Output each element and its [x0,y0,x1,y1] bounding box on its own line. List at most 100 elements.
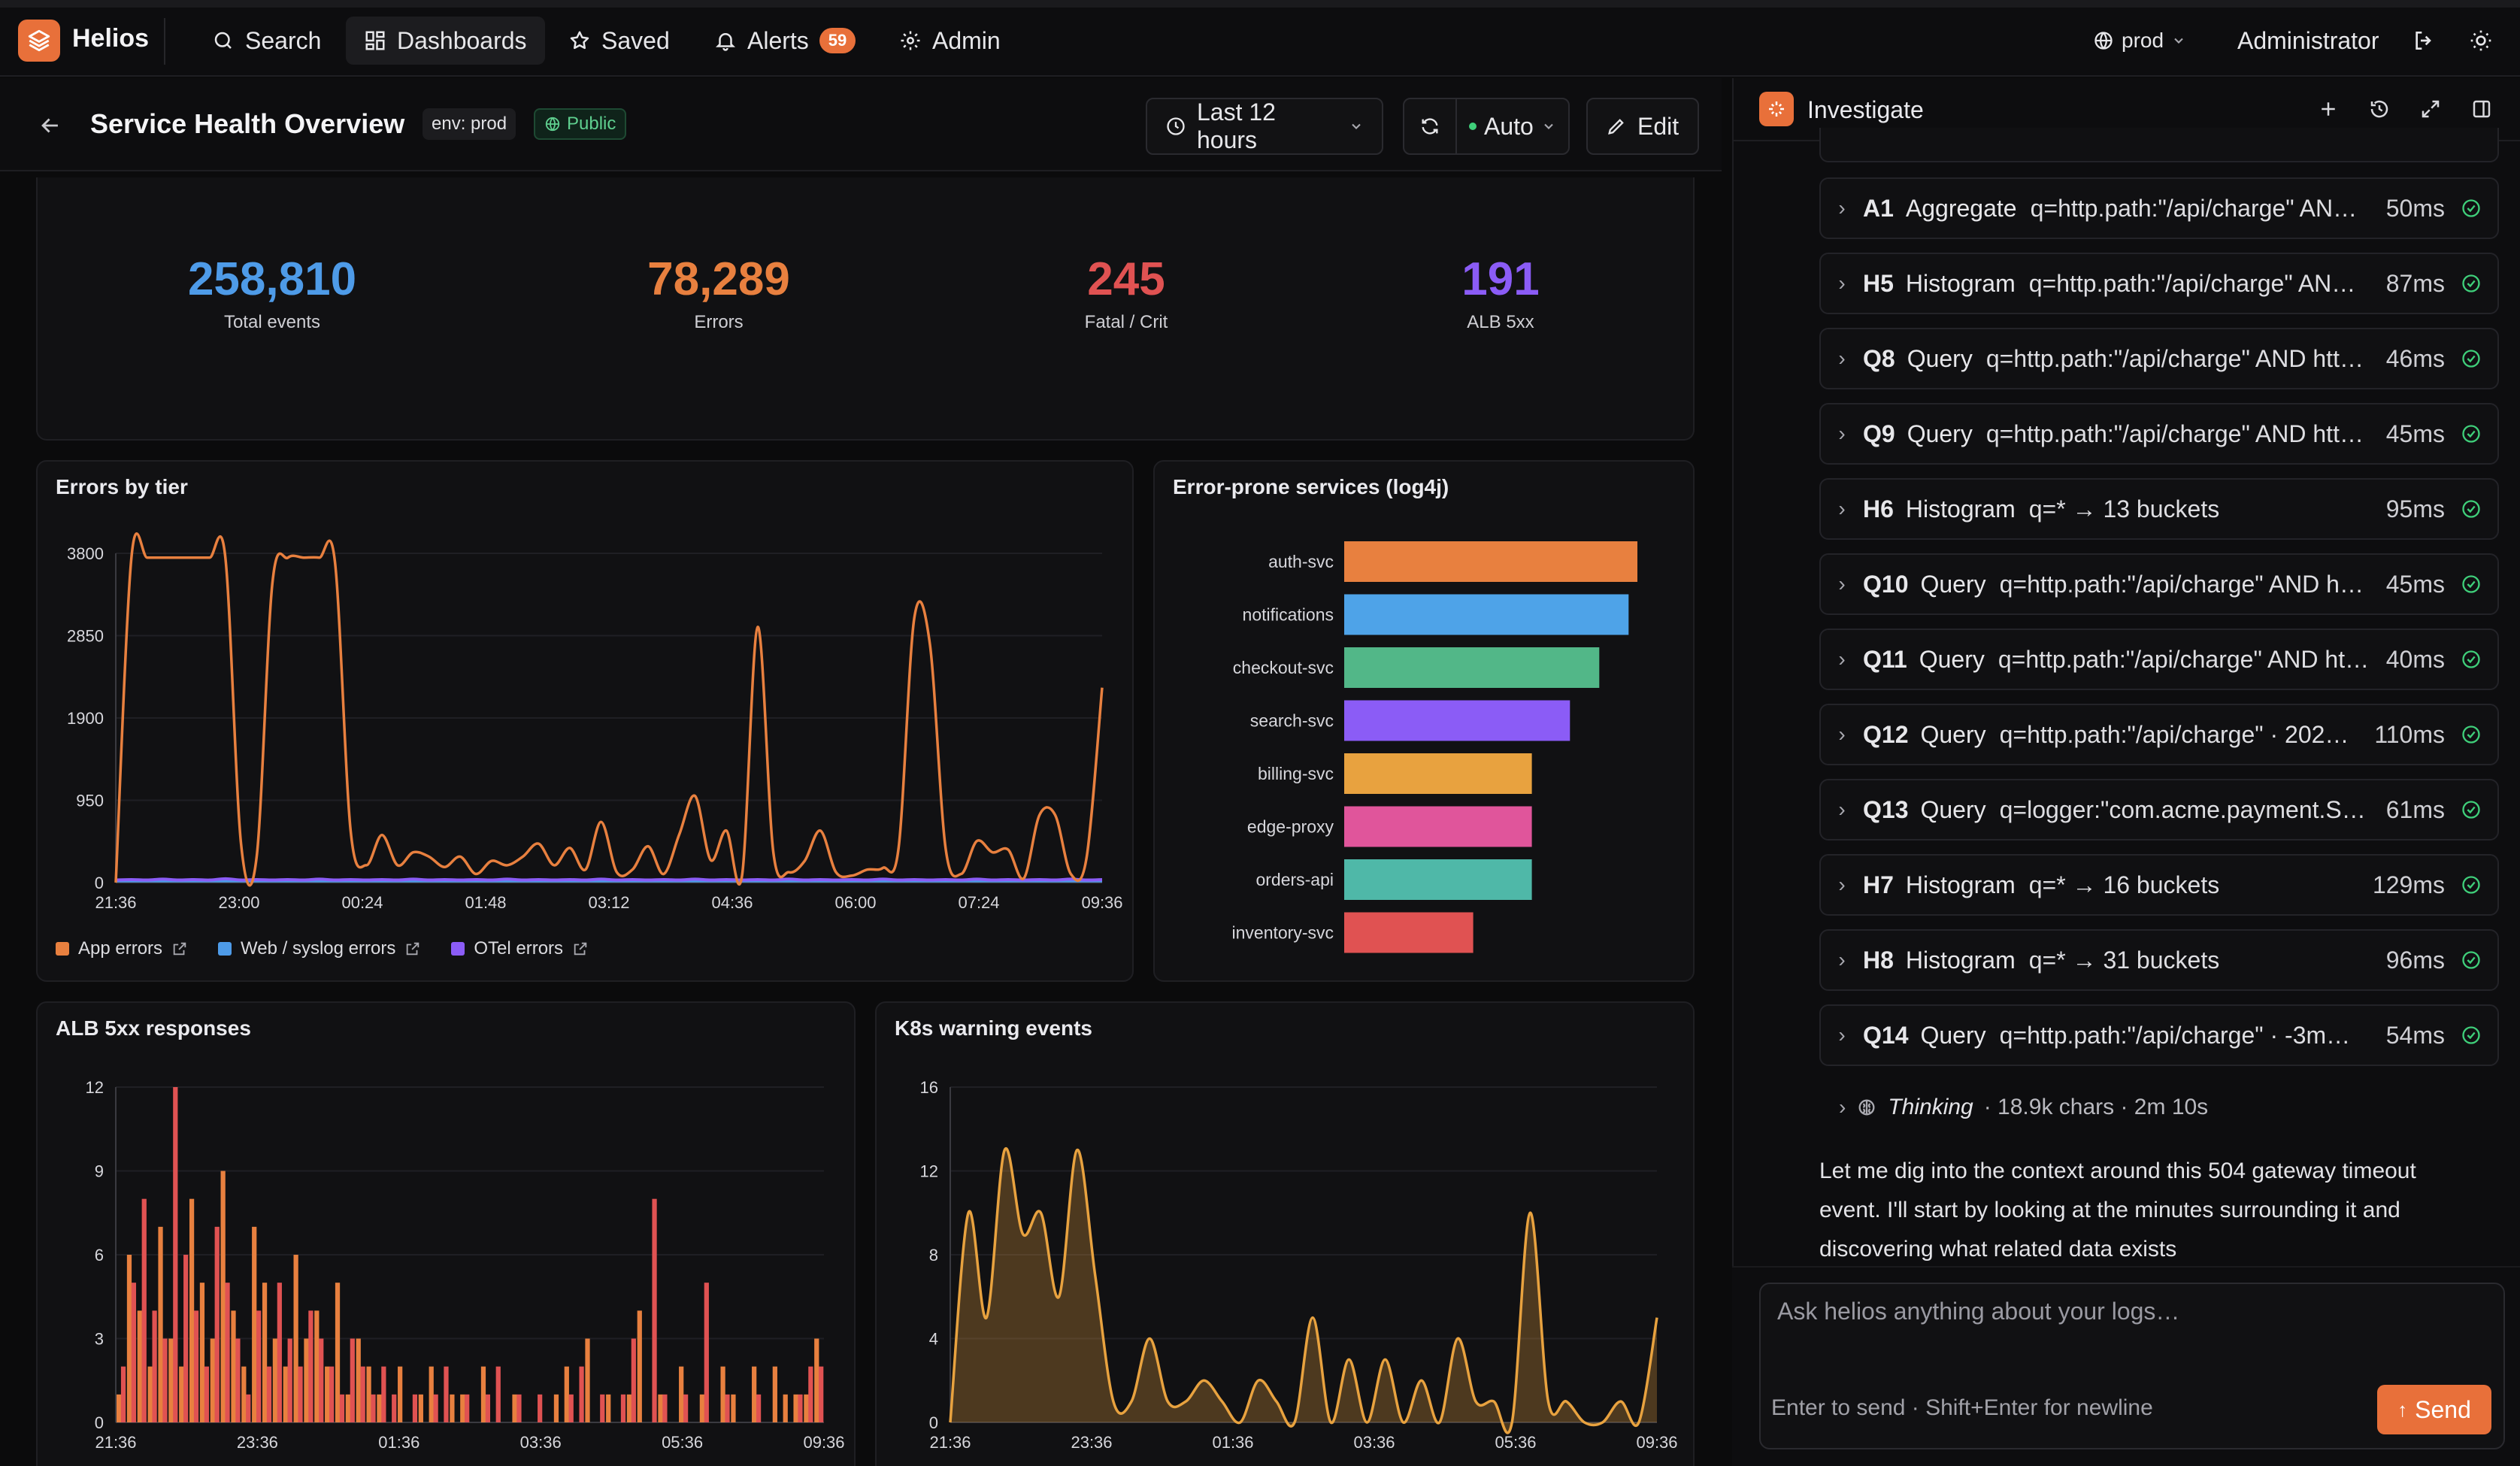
errors-by-tier-legend: App errors Web / syslog errors OTel erro… [56,938,589,959]
investigate-step[interactable]: › Q12 Query q=http.path:"/api/charge" · 202… [1819,704,2499,765]
step-id: Q13 [1863,795,1909,823]
investigate-step[interactable]: › A1 Aggregate q=http.path:"/api/charge" AN… [1819,177,2499,239]
investigate-step-partial[interactable] [1819,128,2499,162]
brand-name[interactable]: Helios [72,24,150,53]
logout-icon[interactable] [2412,29,2436,53]
step-duration: 46ms [2385,344,2445,372]
legend-item-app-errors[interactable]: App errors [56,938,188,959]
bar-inventory-svc [1344,912,1474,953]
bar-red [308,1310,313,1422]
plus-icon[interactable] [2317,98,2340,120]
nav-alerts[interactable]: Alerts 59 [696,17,874,65]
bar-red [381,1366,386,1422]
bar-orange [126,1255,132,1422]
step-id: H6 [1863,495,1894,522]
bar-checkout-svc [1344,647,1600,688]
stat-label: Fatal / Crit [1084,312,1168,332]
bar-orange [772,1366,777,1422]
history-icon[interactable] [2368,98,2391,120]
bar-orange [345,1394,350,1422]
legend-item-web-syslog-errors[interactable]: Web / syslog errors [218,938,421,959]
nav-saved[interactable]: Saved [550,17,688,65]
stat-value: 191 [1461,253,1540,305]
bar-orders-api [1344,859,1532,900]
y-tick-label: 0 [929,1413,938,1432]
bar-red [214,1226,220,1422]
nav-search[interactable]: Search [194,17,339,65]
chevron-down-icon [1541,119,1556,134]
check-circle-icon [2445,198,2497,219]
category-label: auth-svc [1268,552,1334,571]
step-type: Histogram [1905,871,2016,898]
bar-red [412,1394,418,1422]
investigate-step[interactable]: › H8 Histogram q=* → 31 buckets 96ms [1819,929,2499,991]
bar-orange [356,1338,361,1422]
chevron-right-icon: › [1838,873,1846,896]
user-menu[interactable]: Administrator [2237,26,2379,54]
expand-icon[interactable] [2419,98,2442,120]
bar-orange [626,1394,632,1422]
legend-item-otel-errors[interactable]: OTel errors [451,938,589,959]
bar-red [183,1255,189,1422]
bar-orange [658,1394,663,1422]
investigate-step[interactable]: › Q9 Query q=http.path:"/api/charge" AND ht… [1819,403,2499,465]
chevron-right-icon: › [1838,271,1846,295]
errors-by-tier-chart: 0 950 1900 2850 3800 21:36 23:00 00:24 01:48 03:1… [67,532,1123,912]
env-selector[interactable]: prod [2075,17,2204,65]
nav-divider [164,18,165,65]
live-status-dot [1469,123,1477,130]
bar-orange [366,1366,371,1422]
legend-label: Web / syslog errors [241,938,396,959]
investigate-step[interactable]: › H7 Histogram q=* → 16 buckets 129ms [1819,854,2499,916]
edit-button[interactable]: Edit [1586,98,1699,155]
bar-orange [231,1310,236,1422]
y-tick-label: 4 [929,1330,938,1349]
check-circle-icon [2445,423,2497,444]
step-type: Query [1920,1021,1986,1049]
sidebar-toggle-icon[interactable] [2470,98,2493,120]
bar-orange [220,1171,226,1422]
send-button[interactable]: ↑ Send [2377,1385,2491,1434]
legend-swatch [451,942,465,956]
legend-label: OTel errors [474,938,564,959]
bar-auth-svc [1344,541,1637,582]
env-tag: env: prod [423,108,516,140]
time-range-picker[interactable]: Last 12 hours [1146,98,1383,155]
chat-input-placeholder[interactable]: Ask helios anything about your logs… [1777,1298,2180,1325]
nav-admin[interactable]: Admin [881,17,1019,65]
step-id: H7 [1863,871,1894,898]
bar-orange [272,1338,278,1422]
external-link-icon [171,940,188,957]
search-icon [212,29,235,52]
x-tick-label: 21:36 [95,1433,136,1452]
step-id: H5 [1863,269,1894,297]
helios-logo-icon[interactable] [18,20,60,62]
step-type: Query [1907,420,1973,447]
y-tick-label: 950 [76,792,104,810]
series-line-otel-errors [115,877,1103,882]
step-type: Query [1920,570,1986,598]
y-tick-label: 1900 [67,709,104,728]
investigate-step[interactable]: › Q8 Query q=http.path:"/api/charge" AND ht… [1819,328,2499,389]
bar-orange [293,1255,298,1422]
refresh-icon[interactable] [1404,99,1457,153]
investigate-step[interactable]: › Q10 Query q=http.path:"/api/charge" AND h… [1819,553,2499,615]
stat-label: ALB 5xx [1467,312,1534,332]
bar-red [516,1394,522,1422]
investigate-step[interactable]: › H5 Histogram q=http.path:"/api/charge" AN… [1819,253,2499,314]
stats-card [36,177,1695,441]
investigate-step[interactable]: › Q14 Query q=http.path:"/api/charge" · -3m… [1819,1004,2499,1066]
auto-refresh-dropdown[interactable]: Auto [1457,113,1556,141]
step-duration: 95ms [2385,495,2445,522]
back-arrow-icon[interactable] [38,113,63,138]
theme-toggle-icon[interactable] [2469,29,2493,53]
investigate-step[interactable]: › Q13 Query q=logger:"com.acme.payment.S… 61… [1819,779,2499,841]
investigate-step[interactable]: › Q11 Query q=http.path:"/api/charge" AND h… [1819,629,2499,690]
step-duration: 50ms [2385,194,2445,222]
thinking-row[interactable]: › Thinking · 18.9k chars · 2m 10s [1839,1095,2208,1120]
investigate-step[interactable]: › H6 Histogram q=* → 13 buckets 95ms [1819,478,2499,540]
nav-dashboards[interactable]: Dashboards [346,17,545,65]
edit-label: Edit [1637,112,1679,140]
category-label: checkout-svc [1233,658,1334,677]
step-type: Query [1907,344,1973,372]
